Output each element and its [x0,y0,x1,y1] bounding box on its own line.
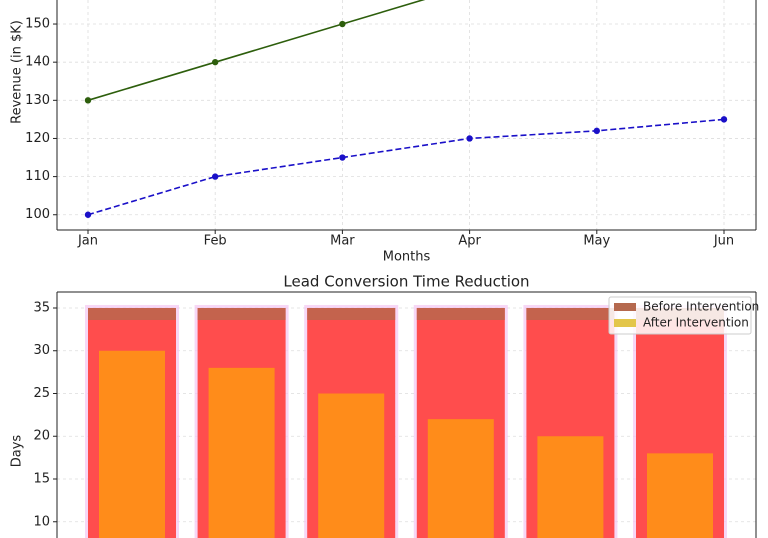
point [84,97,92,104]
y-tick-label: 120 [25,131,50,146]
y-tick-label: 35 [33,300,50,315]
line [87,118,725,216]
bar-top [416,307,505,320]
y-tick-label: 140 [25,55,50,70]
x-tick-label: Mar [330,234,355,249]
point [212,173,219,180]
legend-label: Before Intervention [643,300,759,314]
x-tick-label: Jun [713,234,734,249]
point [84,211,92,218]
y-tick-label: 10 [33,514,50,529]
point [466,135,473,142]
bar [537,436,604,538]
point [720,116,728,123]
y-tick-label: 20 [33,429,50,444]
y-tick-label: 110 [25,169,50,184]
bar [427,419,494,538]
bar-top [88,307,176,320]
legend: Before Intervention After Intervention [608,296,759,335]
bar [318,393,385,538]
bar-top [307,307,396,320]
plot-area [85,304,727,538]
bar-top [197,307,286,320]
y-tick-label: 130 [25,93,50,108]
bar [647,453,713,538]
y-tick-label: 25 [33,386,50,401]
legend-swatch [614,303,636,311]
y-axis-label: Days [10,435,25,468]
legend-box [608,296,752,335]
plot-area [84,0,728,218]
conversion-chart: 10 15 20 25 30 35 Before Intervention After Int… [10,273,759,538]
legend-swatch [614,319,636,327]
bar-top [526,307,615,320]
line [87,0,426,102]
chart-title: Lead Conversion Time Reduction [283,273,529,291]
y-axis-label: Revenue (in $K) [10,20,25,124]
x-tick-label: Feb [204,234,227,249]
y-tick-label: 30 [33,343,50,358]
point [339,20,346,28]
x-tick-label: Jan [77,234,98,249]
bar [208,367,275,538]
x-axis-label: Months [383,250,431,265]
point [593,127,600,135]
x-tick-label: May [583,234,610,249]
y-tick-label: 150 [25,17,50,32]
point [339,154,346,161]
bar [99,350,165,538]
revenue-chart: 100 110 120 130 140 150 Jan Feb Mar Apr May Jun Mont… [10,0,757,265]
y-tick-label: 15 [33,472,50,487]
y-tick-label: 100 [25,207,50,222]
point [212,58,219,66]
x-tick-label: Apr [458,234,481,249]
legend-label: After Intervention [643,316,749,330]
